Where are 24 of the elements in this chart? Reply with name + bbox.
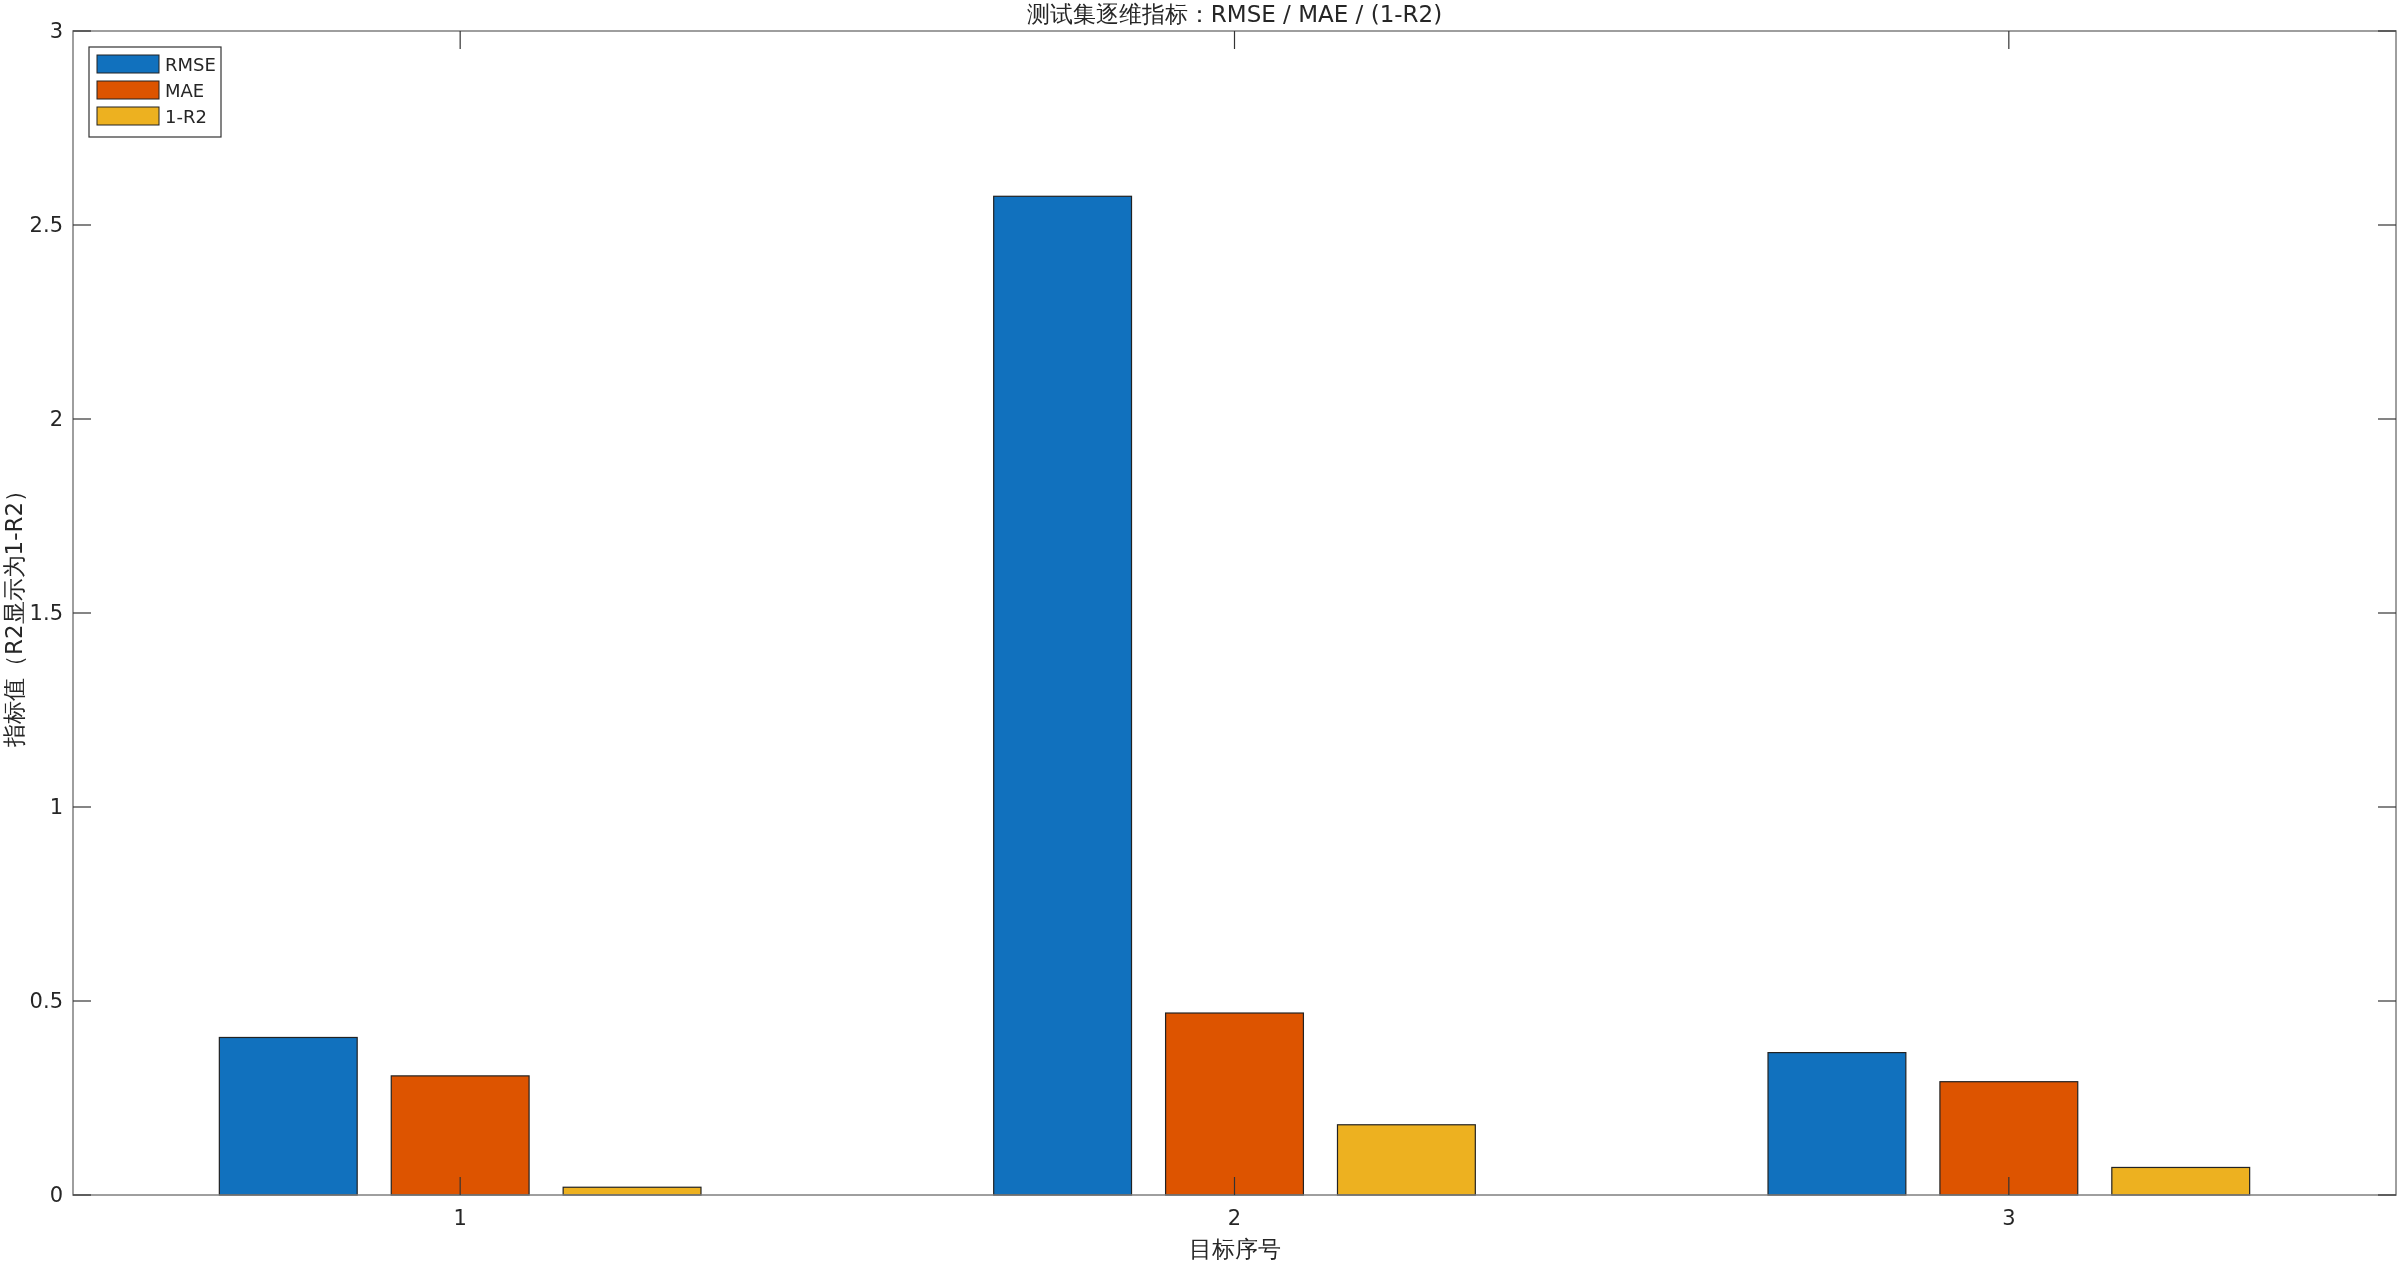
bar xyxy=(218,1036,358,1196)
bar xyxy=(1336,1124,1476,1196)
y-tick-label: 3 xyxy=(49,19,63,43)
x-tick-label: 3 xyxy=(2002,1206,2016,1230)
x-axis-title: 目标序号 xyxy=(1188,1236,1281,1262)
bar xyxy=(1164,1012,1305,1196)
y-tick-label: 0.5 xyxy=(29,989,63,1013)
y-tick-label: 1 xyxy=(49,795,63,819)
legend-label: MAE xyxy=(165,80,205,101)
x-tick-label: 1 xyxy=(453,1206,467,1230)
bar xyxy=(1939,1081,2079,1196)
y-tick-label: 0 xyxy=(49,1183,63,1207)
legend-label: RMSE xyxy=(165,54,216,75)
bar xyxy=(1767,1052,1907,1196)
y-axis-title: 指标值（R2显示为1-R2） xyxy=(1,478,27,749)
x-tick-label: 2 xyxy=(1227,1206,1242,1230)
legend-label: 1-R2 xyxy=(165,106,207,127)
bar xyxy=(993,195,1133,1196)
y-tick-label: 2 xyxy=(49,407,63,431)
bar xyxy=(2111,1166,2251,1196)
chart-title: 测试集逐维指标：RMSE / MAE / (1-R2) xyxy=(1026,1,1443,27)
y-tick-label: 2.5 xyxy=(29,213,63,237)
bar xyxy=(390,1075,530,1196)
y-tick-label: 1.5 xyxy=(29,601,63,625)
